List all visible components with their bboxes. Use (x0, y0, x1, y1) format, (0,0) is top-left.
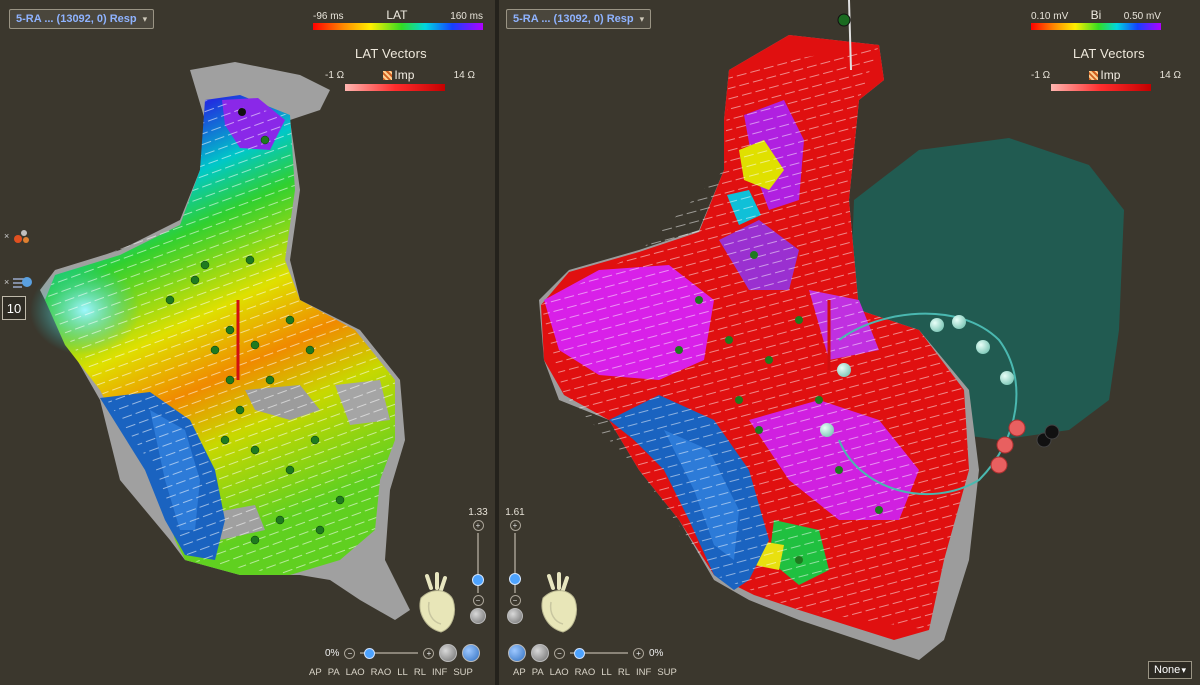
vectors-title-left: LAT Vectors (355, 46, 427, 61)
view-lao-button[interactable]: LAO (345, 667, 365, 678)
zoom-in-button[interactable]: + (509, 520, 521, 531)
imp-max-left: 14 Ω (453, 69, 475, 81)
map-selector-left[interactable]: 5-RA ... (13092, 0) Resp ▾ (9, 9, 155, 29)
view-inf-button[interactable]: INF (636, 667, 652, 678)
map-selector-right[interactable]: 5-RA ... (13092, 0) Resp ▾ (506, 9, 652, 29)
view-buttons-right[interactable]: AP PA LAO RAO LL RL INF SUP (513, 667, 677, 678)
opacity-control-right[interactable]: − + 0% (508, 644, 663, 662)
imp-gradient-bar-left (345, 84, 445, 91)
catheter-loop (838, 312, 1018, 495)
impedance-legend-right: -1 Ω Imp 14 Ω (1031, 68, 1181, 91)
chevron-down-icon: ▾ (639, 14, 645, 24)
opacity-slider-right[interactable] (570, 648, 628, 659)
zoom-in-button[interactable]: + (472, 520, 484, 531)
opacity-plus-button[interactable]: + (633, 647, 644, 659)
sphere-view-button[interactable] (531, 644, 549, 662)
bi-legend-max: 0.50 mV (1123, 11, 1161, 22)
view-pa-button[interactable]: PA (531, 667, 544, 678)
bi-legend-min: 0.10 mV (1031, 11, 1069, 22)
close-icon[interactable]: × (4, 277, 10, 287)
view-sup-button[interactable]: SUP (453, 667, 473, 678)
zoom-slider-knob[interactable] (472, 574, 484, 586)
mapping-points (675, 251, 883, 564)
sphere-view-button[interactable] (439, 644, 458, 662)
map-pane-left[interactable]: 5-RA ... (13092, 0) Resp ▾ -96 ms LAT 16… (0, 0, 495, 685)
catheter-icon (13, 277, 33, 288)
zoom-out-button[interactable]: − (472, 595, 484, 606)
view-ll-button[interactable]: LL (601, 667, 612, 678)
rotate-view-button[interactable] (508, 644, 526, 662)
lat-color-legend: -96 ms LAT 160 ms (313, 8, 483, 30)
map-name-left: 5-RA ... (13092, 0) Resp (16, 13, 137, 25)
rotate-view-button[interactable] (462, 644, 481, 662)
imp-min-right: -1 Ω (1031, 69, 1051, 81)
map-pane-right[interactable]: 5-RA ... (13092, 0) Resp ▾ 0.10 mV Bi 0.… (499, 0, 1200, 685)
lat-legend-min: -96 ms (313, 11, 344, 22)
voltage-map-3d-view[interactable] (499, 0, 1200, 685)
heart-orientation-icon[interactable] (413, 572, 459, 634)
bi-rainbow-bar (1031, 23, 1161, 30)
view-rao-button[interactable]: RAO (574, 667, 596, 678)
zoom-out-button[interactable]: − (509, 595, 521, 606)
view-rl-button[interactable]: RL (413, 667, 426, 678)
impedance-icon (1089, 70, 1099, 80)
mapping-points (165, 135, 345, 545)
pane-divider[interactable] (495, 0, 499, 685)
view-rl-button[interactable]: RL (617, 667, 630, 678)
zoom-track-left[interactable] (472, 533, 484, 593)
opacity-minus-button[interactable]: − (554, 647, 565, 659)
reset-view-button[interactable] (507, 608, 523, 624)
lat-legend-name: LAT (386, 8, 408, 22)
bipolar-color-legend: 0.10 mV Bi 0.50 mV (1031, 8, 1161, 30)
zoom-control-left[interactable]: 1.33 + − (467, 507, 489, 624)
opacity-value-right: 0% (649, 647, 664, 659)
overlay-select[interactable]: None ▾ (1148, 661, 1192, 679)
vectors-title-right: LAT Vectors (1073, 46, 1145, 61)
lat-legend-max: 160 ms (450, 11, 483, 22)
impedance-legend-left: -1 Ω Imp 14 Ω (325, 68, 475, 91)
zoom-control-right[interactable]: 1.61 + − (504, 507, 526, 624)
side-count-box[interactable]: 10 (2, 296, 26, 320)
view-ap-button[interactable]: AP (309, 667, 322, 678)
lat-rainbow-bar (313, 23, 483, 30)
side-tool-points[interactable]: × (4, 226, 44, 246)
view-rao-button[interactable]: RAO (370, 667, 392, 678)
opacity-slider-knob[interactable] (364, 648, 376, 659)
imp-max-right: 14 Ω (1159, 69, 1181, 81)
imp-gradient-bar-right (1051, 84, 1151, 91)
opacity-control-left[interactable]: 0% − + (325, 644, 481, 662)
zoom-value-left: 1.33 (468, 507, 488, 518)
chevron-down-icon: ▾ (1181, 664, 1186, 675)
reset-view-button[interactable] (470, 608, 486, 624)
view-ll-button[interactable]: LL (397, 667, 408, 678)
imp-min-left: -1 Ω (325, 69, 345, 81)
view-pa-button[interactable]: PA (327, 667, 340, 678)
view-lao-button[interactable]: LAO (549, 667, 569, 678)
map-name-right: 5-RA ... (13092, 0) Resp (513, 13, 634, 25)
electrode-spheres (820, 315, 1014, 437)
view-buttons-left[interactable]: AP PA LAO RAO LL RL INF SUP (309, 667, 473, 678)
points-tool-icon (14, 230, 30, 243)
zoom-track-right[interactable] (509, 533, 521, 593)
close-icon[interactable]: × (4, 231, 10, 241)
overlay-select-value: None (1154, 664, 1181, 676)
side-tool-catheter[interactable]: × (4, 272, 44, 292)
view-inf-button[interactable]: INF (432, 667, 448, 678)
opacity-slider-left[interactable] (360, 648, 419, 659)
opacity-value-left: 0% (325, 647, 340, 659)
impedance-icon (383, 70, 393, 80)
heart-orientation-icon[interactable] (535, 572, 581, 634)
zoom-value-right: 1.61 (505, 507, 525, 518)
imp-label-right: Imp (1100, 68, 1121, 82)
opacity-slider-knob[interactable] (574, 648, 585, 659)
lat-map-3d-view[interactable] (0, 0, 495, 685)
opacity-minus-button[interactable]: − (344, 647, 356, 659)
chevron-down-icon: ▾ (142, 14, 148, 24)
view-ap-button[interactable]: AP (513, 667, 526, 678)
zoom-slider-knob[interactable] (509, 573, 521, 585)
imp-label-left: Imp (394, 68, 415, 82)
bi-legend-name: Bi (1090, 8, 1102, 22)
opacity-plus-button[interactable]: + (423, 647, 435, 659)
view-sup-button[interactable]: SUP (657, 667, 677, 678)
